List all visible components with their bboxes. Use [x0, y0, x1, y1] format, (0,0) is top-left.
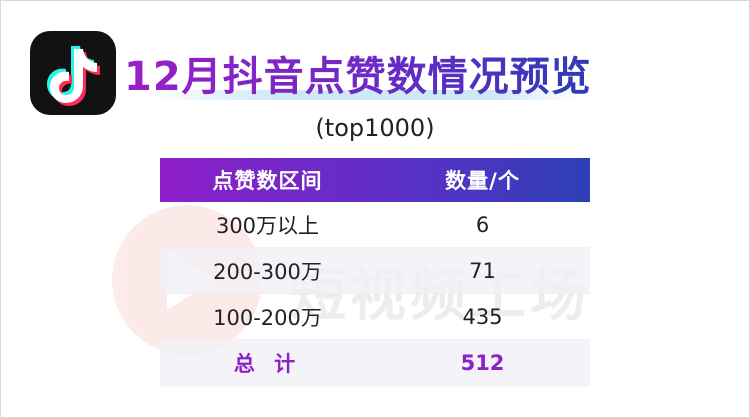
tiktok-logo-icon — [30, 31, 116, 115]
subtitle-text: (top1000) — [315, 114, 435, 142]
page-title: 12月抖音点赞数情况预览 — [124, 44, 592, 102]
likes-table: 点赞数区间 数量/个 300万以上 6 200-300万 71 100-200万… — [160, 158, 590, 386]
table-header: 点赞数区间 数量/个 — [160, 158, 590, 202]
range-cell: 200-300万 — [213, 259, 322, 284]
range-cell: 100-200万 — [213, 305, 322, 330]
table-row: 200-300万 71 — [160, 248, 590, 294]
table-row: 300万以上 6 — [160, 202, 590, 248]
page-subtitle: (top1000) — [0, 114, 750, 142]
count-cell: 435 — [462, 304, 503, 329]
count-cell: 6 — [475, 212, 490, 237]
total-count: 512 — [460, 350, 505, 375]
total-label: 总 计 — [233, 351, 302, 376]
table-row: 100-200万 435 — [160, 294, 590, 340]
title-underline — [150, 90, 580, 100]
column-header-count: 数量/个 — [445, 169, 520, 193]
count-cell: 71 — [469, 258, 496, 283]
column-header-range: 点赞数区间 — [212, 169, 323, 193]
range-cell: 300万以上 — [215, 213, 320, 238]
total-row: 总 计 512 — [160, 340, 590, 386]
